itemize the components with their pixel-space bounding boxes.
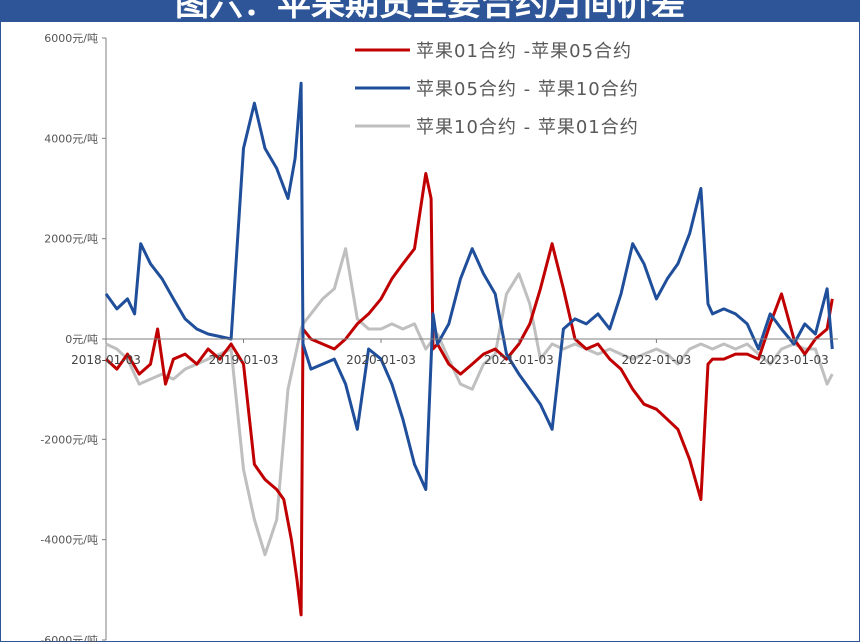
series-line-2 [104, 81, 834, 491]
chart-title: 图六：苹果期货主要合约月间价差 [175, 0, 685, 22]
x-tick-label: 2018-01-03 [71, 353, 141, 367]
x-tick-label: 2021-01-03 [484, 353, 554, 367]
series-line-1 [104, 172, 834, 617]
y-tick-label: 4000元/吨 [44, 132, 98, 145]
y-tick-label: 0元/吨 [65, 333, 98, 346]
series-line-3 [105, 247, 834, 557]
y-tick-label: -4000元/吨 [40, 534, 98, 547]
y-axis: 6000元/吨 4000元/吨 2000元/吨 0元/吨 -2000元/吨 -4000元/… [40, 32, 107, 642]
x-tick-label: 2023-01-03 [759, 353, 829, 367]
x-tick-label: 2020-01-03 [346, 353, 416, 367]
x-tick-label: 2022-01-03 [622, 353, 692, 367]
series-lines [104, 81, 834, 617]
legend-label-2: 苹果05合约 - 苹果10合约 [416, 79, 639, 100]
title-bar: 图六：苹果期货主要合约月间价差 [0, 0, 860, 22]
y-tick-label: 2000元/吨 [44, 233, 98, 246]
y-tick-label: -2000元/吨 [40, 433, 98, 446]
y-tick-label: 6000元/吨 [44, 32, 98, 45]
x-axis: 2018-01-03 2019-01-03 2020-01-03 2021-01-03… [71, 338, 838, 367]
x-tick-label: 2019-01-03 [209, 353, 279, 367]
legend-label-1: 苹果01合约 -苹果05合约 [416, 41, 632, 62]
legend-label-3: 苹果10合约 - 苹果01合约 [416, 117, 639, 138]
y-tick-label: -6000元/吨 [40, 634, 98, 642]
